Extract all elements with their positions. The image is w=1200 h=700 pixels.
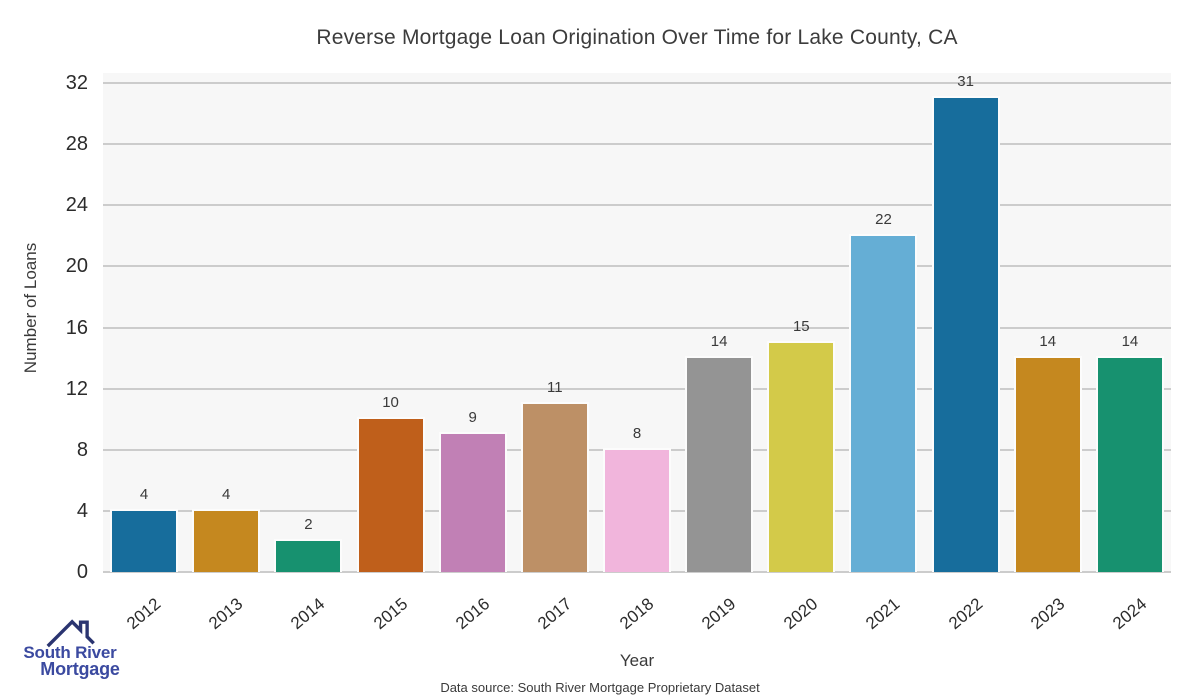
bar [767,340,836,572]
bar-value-label: 22 [875,210,892,228]
x-tick-label: 2017 [533,594,576,634]
gridline [103,204,1171,207]
y-tick-label: 28 [65,133,88,156]
x-axis-label: Year [619,651,655,670]
bar [274,539,343,572]
y-tick-label: 4 [76,499,88,522]
x-tick-label: 2016 [451,594,493,634]
x-tick-label: 2024 [1108,594,1151,634]
bar-value-label: 8 [632,424,642,442]
gridline [103,387,1171,390]
bar [1095,356,1164,572]
x-tick-label: 2022 [944,594,986,634]
gridline [103,82,1171,84]
bar-value-label: 14 [1121,333,1139,351]
bar-value-label: 15 [792,317,810,335]
x-tick-label: 2019 [698,594,740,634]
bar [356,417,425,572]
x-tick-label: 2014 [287,594,329,634]
x-tick-label: 2015 [369,594,411,634]
house-roof-with-chimney-icon [46,619,95,648]
y-tick-label: 8 [76,438,88,461]
logo-text-line1: South River [23,643,117,662]
gridline [103,326,1171,329]
bar [438,432,507,572]
data-source-note: Data source: South River Mortgage Propri… [440,680,760,695]
y-tick-label: 16 [65,316,88,339]
y-tick-label: 12 [65,377,88,400]
gridline [103,143,1171,146]
gridline [103,571,1171,573]
y-tick-label: 32 [65,72,88,94]
x-tick-label: 2012 [123,594,165,634]
logo-text-line2: Mortgage [40,659,120,679]
plot-area [103,73,1171,573]
bar [520,401,589,572]
x-tick-label: 2020 [780,594,822,634]
gridline [103,265,1171,268]
bar [931,96,1000,572]
y-tick-label: 20 [65,255,88,278]
south-river-mortgage-logo: South River Mortgage [16,616,124,680]
y-tick-label: 0 [76,561,88,583]
bar-value-label: 4 [139,485,149,503]
bar-value-label: 4 [222,485,231,503]
bar [603,447,671,572]
bar-value-label: 14 [1039,333,1057,351]
bar [849,233,918,572]
x-tick-label: 2023 [1026,594,1069,634]
chart-title: Reverse Mortgage Loan Origination Over T… [316,26,958,49]
bar [685,356,754,572]
y-tick-label: 24 [65,194,88,217]
bar [1013,356,1082,572]
bar [110,508,179,572]
bar-value-label: 31 [957,73,974,91]
x-tick-label: 2021 [862,594,904,634]
bar-value-label: 2 [304,516,313,534]
bar [192,508,261,572]
x-tick-label: 2013 [205,594,247,634]
bar-value-label: 10 [382,394,399,412]
x-tick-label: 2018 [616,594,658,634]
bar-value-label: 9 [468,409,477,427]
bar-value-label: 14 [710,333,728,351]
bar-value-label: 11 [547,378,563,396]
